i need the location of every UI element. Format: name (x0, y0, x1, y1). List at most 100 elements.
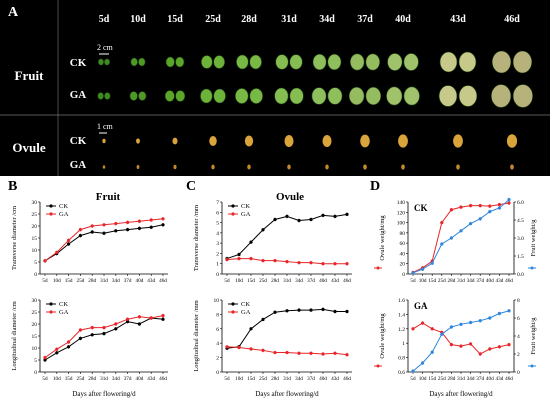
data-point (78, 328, 82, 332)
x-tick-label: 5d (224, 278, 230, 284)
x-tick-label: 5d (42, 376, 48, 382)
fruit-specimen (386, 86, 403, 106)
ovule-specimen (247, 164, 251, 170)
y-tick-label: 4 (216, 341, 219, 347)
data-point (67, 340, 71, 344)
ovule-specimen (506, 134, 518, 148)
y-tick-label: 7 (216, 200, 219, 206)
y-tick-label: 0.8 (398, 356, 405, 362)
y2-tick-label: 1.5 (517, 254, 524, 260)
x-tick-label: 37d (307, 278, 315, 284)
data-point (345, 309, 349, 314)
y2-axis-label: Fruit weight/g (530, 219, 537, 257)
legend-label: GA (59, 211, 69, 218)
chart-c-top: 0 1 2 3 4 5 6 7 5d 10d 15d 25d 28d 31d 34d 37d 40d 43d 46d… (193, 200, 352, 284)
data-point (67, 345, 71, 349)
x-tick-label: 28d (88, 278, 96, 284)
data-point (249, 240, 253, 244)
fruit-specimen (97, 58, 104, 66)
data-point (459, 229, 463, 233)
y-tick-label: 15 (32, 236, 38, 242)
y-tick-label: 20 (32, 322, 38, 328)
x-tick-label: 25d (77, 278, 85, 284)
fruit-specimen (138, 57, 146, 67)
data-point (237, 345, 241, 350)
fruit-specimen (387, 53, 403, 71)
fruit-specimen (235, 88, 249, 104)
y-tick-label: 5 (34, 358, 37, 364)
y-tick-label: 2 (216, 251, 219, 257)
y-tick-label: 2 (216, 356, 219, 362)
label-column (0, 0, 58, 176)
y2-tick-label: 0.0 (517, 272, 524, 278)
y-tick-label: 10 (32, 346, 38, 352)
y-tick-label: 0 (216, 370, 219, 376)
data-point (333, 262, 337, 266)
data-point (321, 213, 325, 217)
data-point (261, 259, 265, 263)
data-point (488, 316, 492, 320)
fruit-specimen (236, 54, 249, 70)
data-point (43, 358, 47, 362)
y-tick-label: 15 (32, 334, 38, 340)
panel-c-title: Ovule (276, 191, 304, 203)
y-tick-label: 30 (32, 200, 38, 206)
data-point (273, 259, 277, 263)
row-label: CK (70, 57, 87, 69)
data-point (507, 343, 511, 347)
panel-letter-d: D (370, 179, 380, 194)
data-point (78, 234, 82, 238)
legend-marker (231, 302, 235, 306)
x-tick-label: 5d (224, 376, 230, 382)
data-point (488, 210, 492, 214)
x-tick-label: 43d (331, 278, 339, 284)
data-point (90, 230, 94, 234)
data-point (161, 317, 165, 321)
data-point (333, 351, 337, 355)
data-point (43, 356, 47, 360)
x-tick-label: 28d (448, 278, 456, 284)
fruit-specimen (175, 90, 186, 102)
x-tick-label: 31d (100, 278, 108, 284)
panel-letter-b: B (8, 179, 17, 194)
row-label: CK (70, 135, 87, 147)
x-tick-label: 10d (53, 278, 61, 284)
fruit-specimen (512, 50, 533, 74)
data-point (497, 345, 501, 349)
section-label-fruit: Fruit (15, 68, 45, 83)
data-point (114, 327, 118, 331)
data-point (297, 308, 301, 312)
x-tick-label: 28d (88, 376, 96, 382)
fruit-specimen (491, 50, 512, 74)
y-tick-label: 1 (216, 262, 219, 268)
y-tick-label: 60 (400, 241, 406, 247)
ovule-specimen (325, 164, 329, 170)
fruit-specimen (439, 51, 458, 73)
ovule-specimen (209, 136, 217, 146)
y-tick-label: 25 (32, 212, 38, 218)
fruit-specimen (349, 53, 365, 71)
data-point (333, 309, 337, 314)
data-point (137, 315, 141, 319)
fruit-specimen (274, 87, 289, 105)
x-tick-label: 31d (283, 278, 291, 284)
y2-tick-label: 4 (517, 334, 520, 340)
fruit-specimen (104, 58, 111, 66)
x-axis-label: Days after flowering/d (255, 390, 319, 398)
data-point (440, 242, 444, 246)
x-tick-label: 25d (259, 278, 267, 284)
day-label: 10d (130, 14, 146, 25)
y-tick-label: 30 (32, 298, 38, 304)
x-tick-label: 43d (331, 376, 339, 382)
panel-a-photo-strip: A Fruit Ovule 5d 10d 15d 25d 28d 31d 34d 37d 40d… (0, 0, 550, 176)
ovule-specimen (102, 138, 106, 144)
data-point (421, 361, 425, 365)
panel-letter-c: C (186, 179, 196, 194)
data-point (459, 344, 463, 348)
ovule-specimen (136, 165, 140, 169)
x-tick-label: 10d (419, 376, 427, 382)
chart-panels: B Fruit C Ovule D 0 5 10 15 20 25 30 5d 10d 15d 25… (0, 176, 550, 407)
x-tick-label: 34d (112, 278, 120, 284)
data-point (321, 307, 325, 311)
x-tick-label: 46d (505, 376, 513, 382)
